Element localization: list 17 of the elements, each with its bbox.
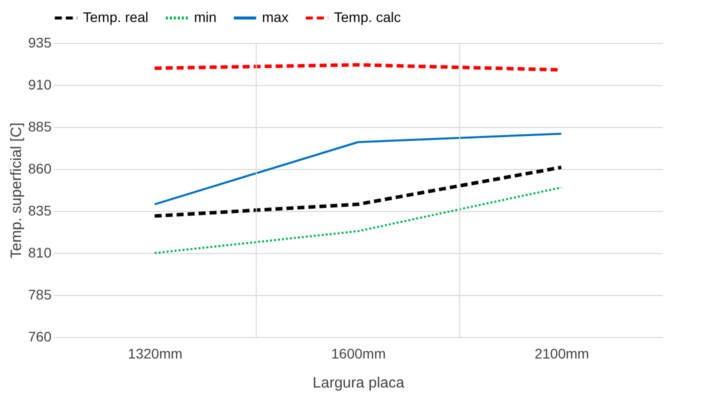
legend-label: min <box>194 9 217 25</box>
y-axis-title: Temp. superficial [C] <box>8 122 26 258</box>
y-tick-label: 760 <box>28 328 52 344</box>
x-tick-label: 1320mm <box>128 346 182 362</box>
x-axis-title: Largura placa <box>312 374 406 392</box>
y-tick-label: 885 <box>28 118 52 134</box>
y-tick-label: 860 <box>28 160 52 176</box>
legend-label: Temp. real <box>83 9 148 25</box>
legend-label: max <box>262 9 288 25</box>
legend-label: Temp. calc <box>334 9 401 25</box>
x-tick-label: 2100mm <box>534 346 590 362</box>
y-tick-label: 810 <box>28 244 52 260</box>
y-tick-label: 835 <box>28 202 52 218</box>
y-tick-label: 935 <box>28 34 52 50</box>
y-tick-label: 785 <box>28 286 52 302</box>
y-tick-label: 910 <box>28 76 52 92</box>
x-tick-label: 1600mm <box>331 346 386 362</box>
